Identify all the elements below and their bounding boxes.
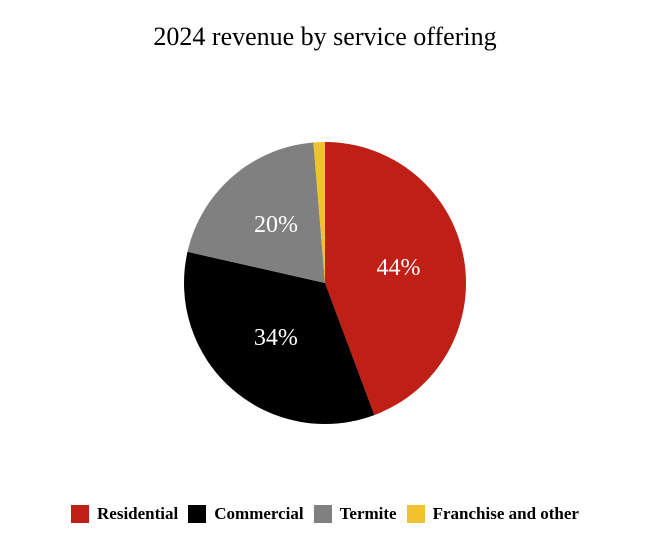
- data-label-commercial: 34%: [254, 325, 298, 351]
- data-label-residential: 44%: [377, 255, 421, 281]
- legend-item-termite: Termite: [313, 504, 397, 524]
- pie-slice-franchise-and-other: [313, 142, 325, 283]
- pie-slice-residential: [325, 142, 466, 416]
- data-label-termite: 20%: [254, 212, 298, 238]
- legend-swatch-termite: [313, 505, 332, 523]
- chart-title: 2024 revenue by service offering: [153, 22, 497, 51]
- legend-swatch-franchise-and-other: [406, 505, 425, 523]
- pie-slice-termite: [187, 142, 325, 283]
- legend-label-commercial: Commercial: [214, 504, 304, 523]
- pie-slice-commercial: [184, 251, 375, 424]
- legend-label-termite: Termite: [339, 504, 397, 523]
- legend-label-franchise-and-other: Franchise and other: [432, 504, 579, 523]
- legend-item-franchise-and-other: Franchise and other: [406, 504, 579, 524]
- legend-item-residential: Residential: [71, 504, 178, 524]
- legend-swatch-residential: [71, 505, 90, 523]
- legend: Residential Commercial Termite Franchise an…: [0, 504, 650, 524]
- legend-swatch-commercial: [188, 505, 207, 523]
- legend-label-residential: Residential: [97, 504, 179, 523]
- legend-item-commercial: Commercial: [188, 504, 304, 524]
